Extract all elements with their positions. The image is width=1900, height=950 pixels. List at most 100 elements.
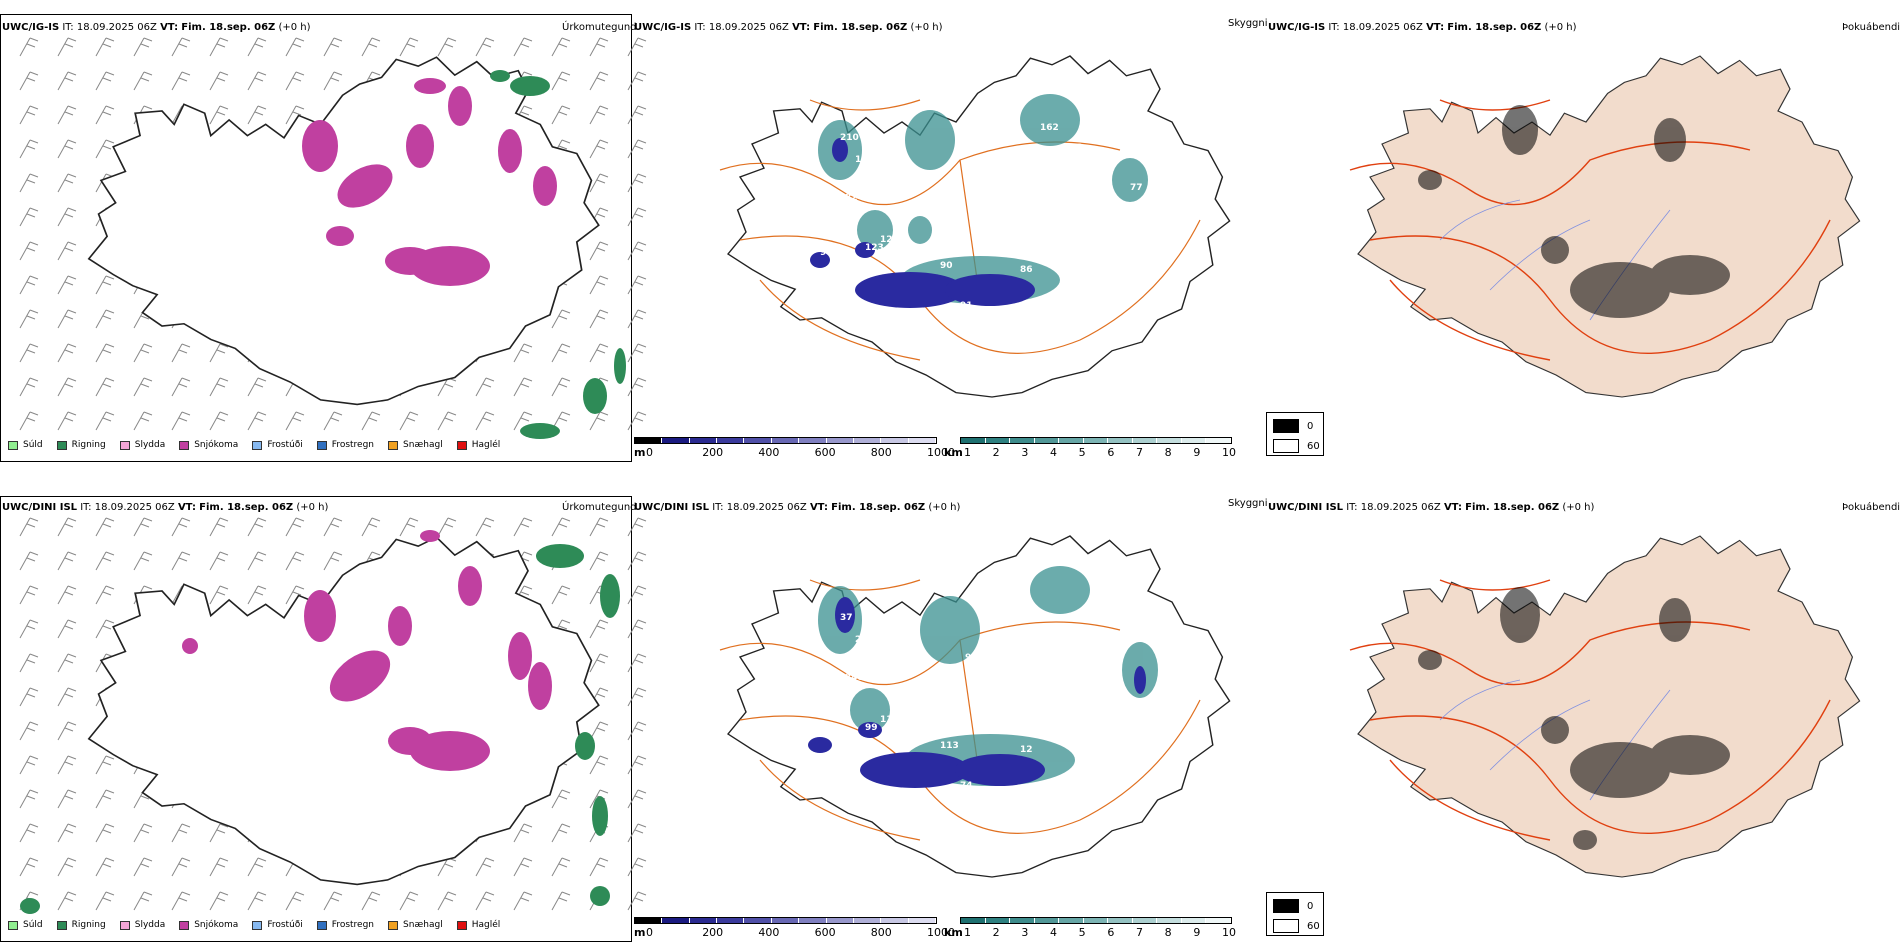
colorbar-tick: 1000 xyxy=(927,446,955,459)
wind-barb xyxy=(627,789,647,809)
colorbar-tick: 10 xyxy=(1222,926,1236,939)
panel-header: UWC/IG-IS IT: 18.09.2025 06Z VT: Fim. 18… xyxy=(2,22,311,33)
cloud-base-value: 87 xyxy=(835,775,848,785)
wind-barb xyxy=(437,517,457,537)
cloud-base-value: 37 xyxy=(840,613,853,623)
colorbar-step xyxy=(985,438,1011,443)
wind-barb xyxy=(95,411,115,431)
colorbar-tick: 1000 xyxy=(927,926,955,939)
wind-barb xyxy=(589,309,609,329)
colorbar-tick: 10 xyxy=(1222,446,1236,459)
colorbar-tick: 800 xyxy=(870,446,892,459)
wind-barb xyxy=(95,139,115,159)
wind-barb xyxy=(19,377,39,397)
legend-item: Snjókoma xyxy=(179,920,238,930)
wind-barb xyxy=(171,37,191,57)
legend-swatch xyxy=(56,920,67,930)
wind-barb xyxy=(627,275,647,295)
wind-barb xyxy=(247,37,267,57)
legend-swatch xyxy=(179,920,190,930)
wind-barb xyxy=(589,275,609,295)
cloud-base-value: 77 xyxy=(1130,183,1143,193)
legend-swatch xyxy=(316,920,327,930)
colorbar-step xyxy=(689,438,718,443)
row-ig-is: UWC/IG-IS IT: 18.09.2025 06Z VT: Fim. 18… xyxy=(0,0,1900,470)
wind-barb xyxy=(57,755,77,775)
colorbar-step xyxy=(1132,438,1158,443)
wind-barb xyxy=(589,71,609,91)
colorbar-step xyxy=(853,918,882,923)
wind-barb xyxy=(589,411,609,431)
legend-label: Frostúði xyxy=(267,440,303,450)
legend-swatch xyxy=(179,440,190,450)
legend-label: Snjókoma xyxy=(194,920,239,930)
colorbar-step xyxy=(961,918,986,923)
wind-barb xyxy=(19,687,39,707)
wind-barb xyxy=(475,517,495,537)
wind-barb xyxy=(19,105,39,125)
legend-item: Frostregn xyxy=(316,920,375,930)
wind-barb xyxy=(475,891,495,911)
colorbar-tick: 4 xyxy=(1050,926,1057,939)
legend-item: Haglél xyxy=(456,440,500,450)
legend-swatch xyxy=(388,440,399,450)
wind-barb xyxy=(513,857,533,877)
legend-item: Snæhagl xyxy=(388,920,443,930)
wind-barb xyxy=(133,823,153,843)
wind-barb xyxy=(209,517,229,537)
cloud-base-value: 12 xyxy=(880,235,893,245)
wind-barb xyxy=(95,891,115,911)
legend-item: Haglél xyxy=(456,920,500,930)
wind-barb xyxy=(133,517,153,537)
legend-item: Slydda xyxy=(119,440,165,450)
wind-barb xyxy=(57,653,77,673)
panel-header: UWC/DINI ISL IT: 18.09.2025 06Z VT: Fim.… xyxy=(634,502,961,513)
wind-barb xyxy=(133,551,153,571)
cloud-base-value: 98 xyxy=(820,248,833,258)
wind-barb xyxy=(513,891,533,911)
colorbar-step xyxy=(1059,438,1084,443)
cloudbase-colorbar xyxy=(634,437,937,444)
wind-barb xyxy=(57,275,77,295)
wind-barb xyxy=(513,517,533,537)
wind-barb xyxy=(399,411,419,431)
colorbar-tick: 2 xyxy=(992,926,1000,939)
cloud-base-value: 185 xyxy=(900,173,919,183)
colorbar-step xyxy=(881,438,909,443)
wind-barb xyxy=(247,411,267,431)
wind-barb xyxy=(589,105,609,125)
wind-barb xyxy=(57,37,77,57)
wind-barb xyxy=(19,173,39,193)
wind-barb xyxy=(513,411,533,431)
panel-header: UWC/DINI ISL IT: 18.09.2025 06Z VT: Fim.… xyxy=(2,502,329,513)
colorbar-step xyxy=(1206,438,1232,443)
wind-barb xyxy=(95,71,115,91)
panel-title: Þokuábendi xyxy=(1842,22,1900,33)
colorbar-step xyxy=(1059,918,1084,923)
wind-barb xyxy=(285,517,305,537)
colorbar-step xyxy=(744,438,772,443)
colorbar-step xyxy=(689,918,718,923)
legend-label: Frostregn xyxy=(331,920,375,930)
wind-barb xyxy=(95,37,115,57)
wind-barb xyxy=(57,891,77,911)
wind-barb xyxy=(19,37,39,57)
legend-item: Snæhagl xyxy=(388,440,443,450)
wind-barb xyxy=(551,37,571,57)
colorbar-step xyxy=(1157,918,1182,923)
fog-map xyxy=(1349,55,1861,398)
wind-barb xyxy=(627,891,647,911)
colorbar-unit: m xyxy=(634,926,646,939)
cloud-base-value: 905 xyxy=(965,653,984,663)
legend-swatch xyxy=(8,920,18,930)
wind-barb xyxy=(19,411,39,431)
colorbar-step xyxy=(799,918,827,923)
wind-barb xyxy=(399,891,419,911)
cloud-base-value: 74 xyxy=(960,781,973,791)
wind-barb xyxy=(437,891,457,911)
colorbar-tick: 600 xyxy=(814,446,836,459)
colorbar-tick: 800 xyxy=(870,926,892,939)
cloud-base-value: 17 xyxy=(830,698,843,708)
wind-barb xyxy=(57,857,77,877)
wind-barb xyxy=(551,891,571,911)
